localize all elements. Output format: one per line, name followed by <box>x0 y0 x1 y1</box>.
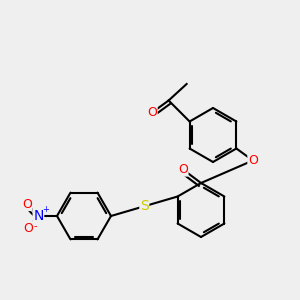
Text: O: O <box>178 163 188 176</box>
Text: -: - <box>34 221 37 232</box>
Text: O: O <box>22 197 32 211</box>
Text: O: O <box>248 154 258 167</box>
Text: O: O <box>24 221 33 235</box>
Text: N: N <box>33 209 43 223</box>
Text: S: S <box>140 199 149 213</box>
Text: O: O <box>147 106 157 119</box>
Text: +: + <box>42 205 49 214</box>
